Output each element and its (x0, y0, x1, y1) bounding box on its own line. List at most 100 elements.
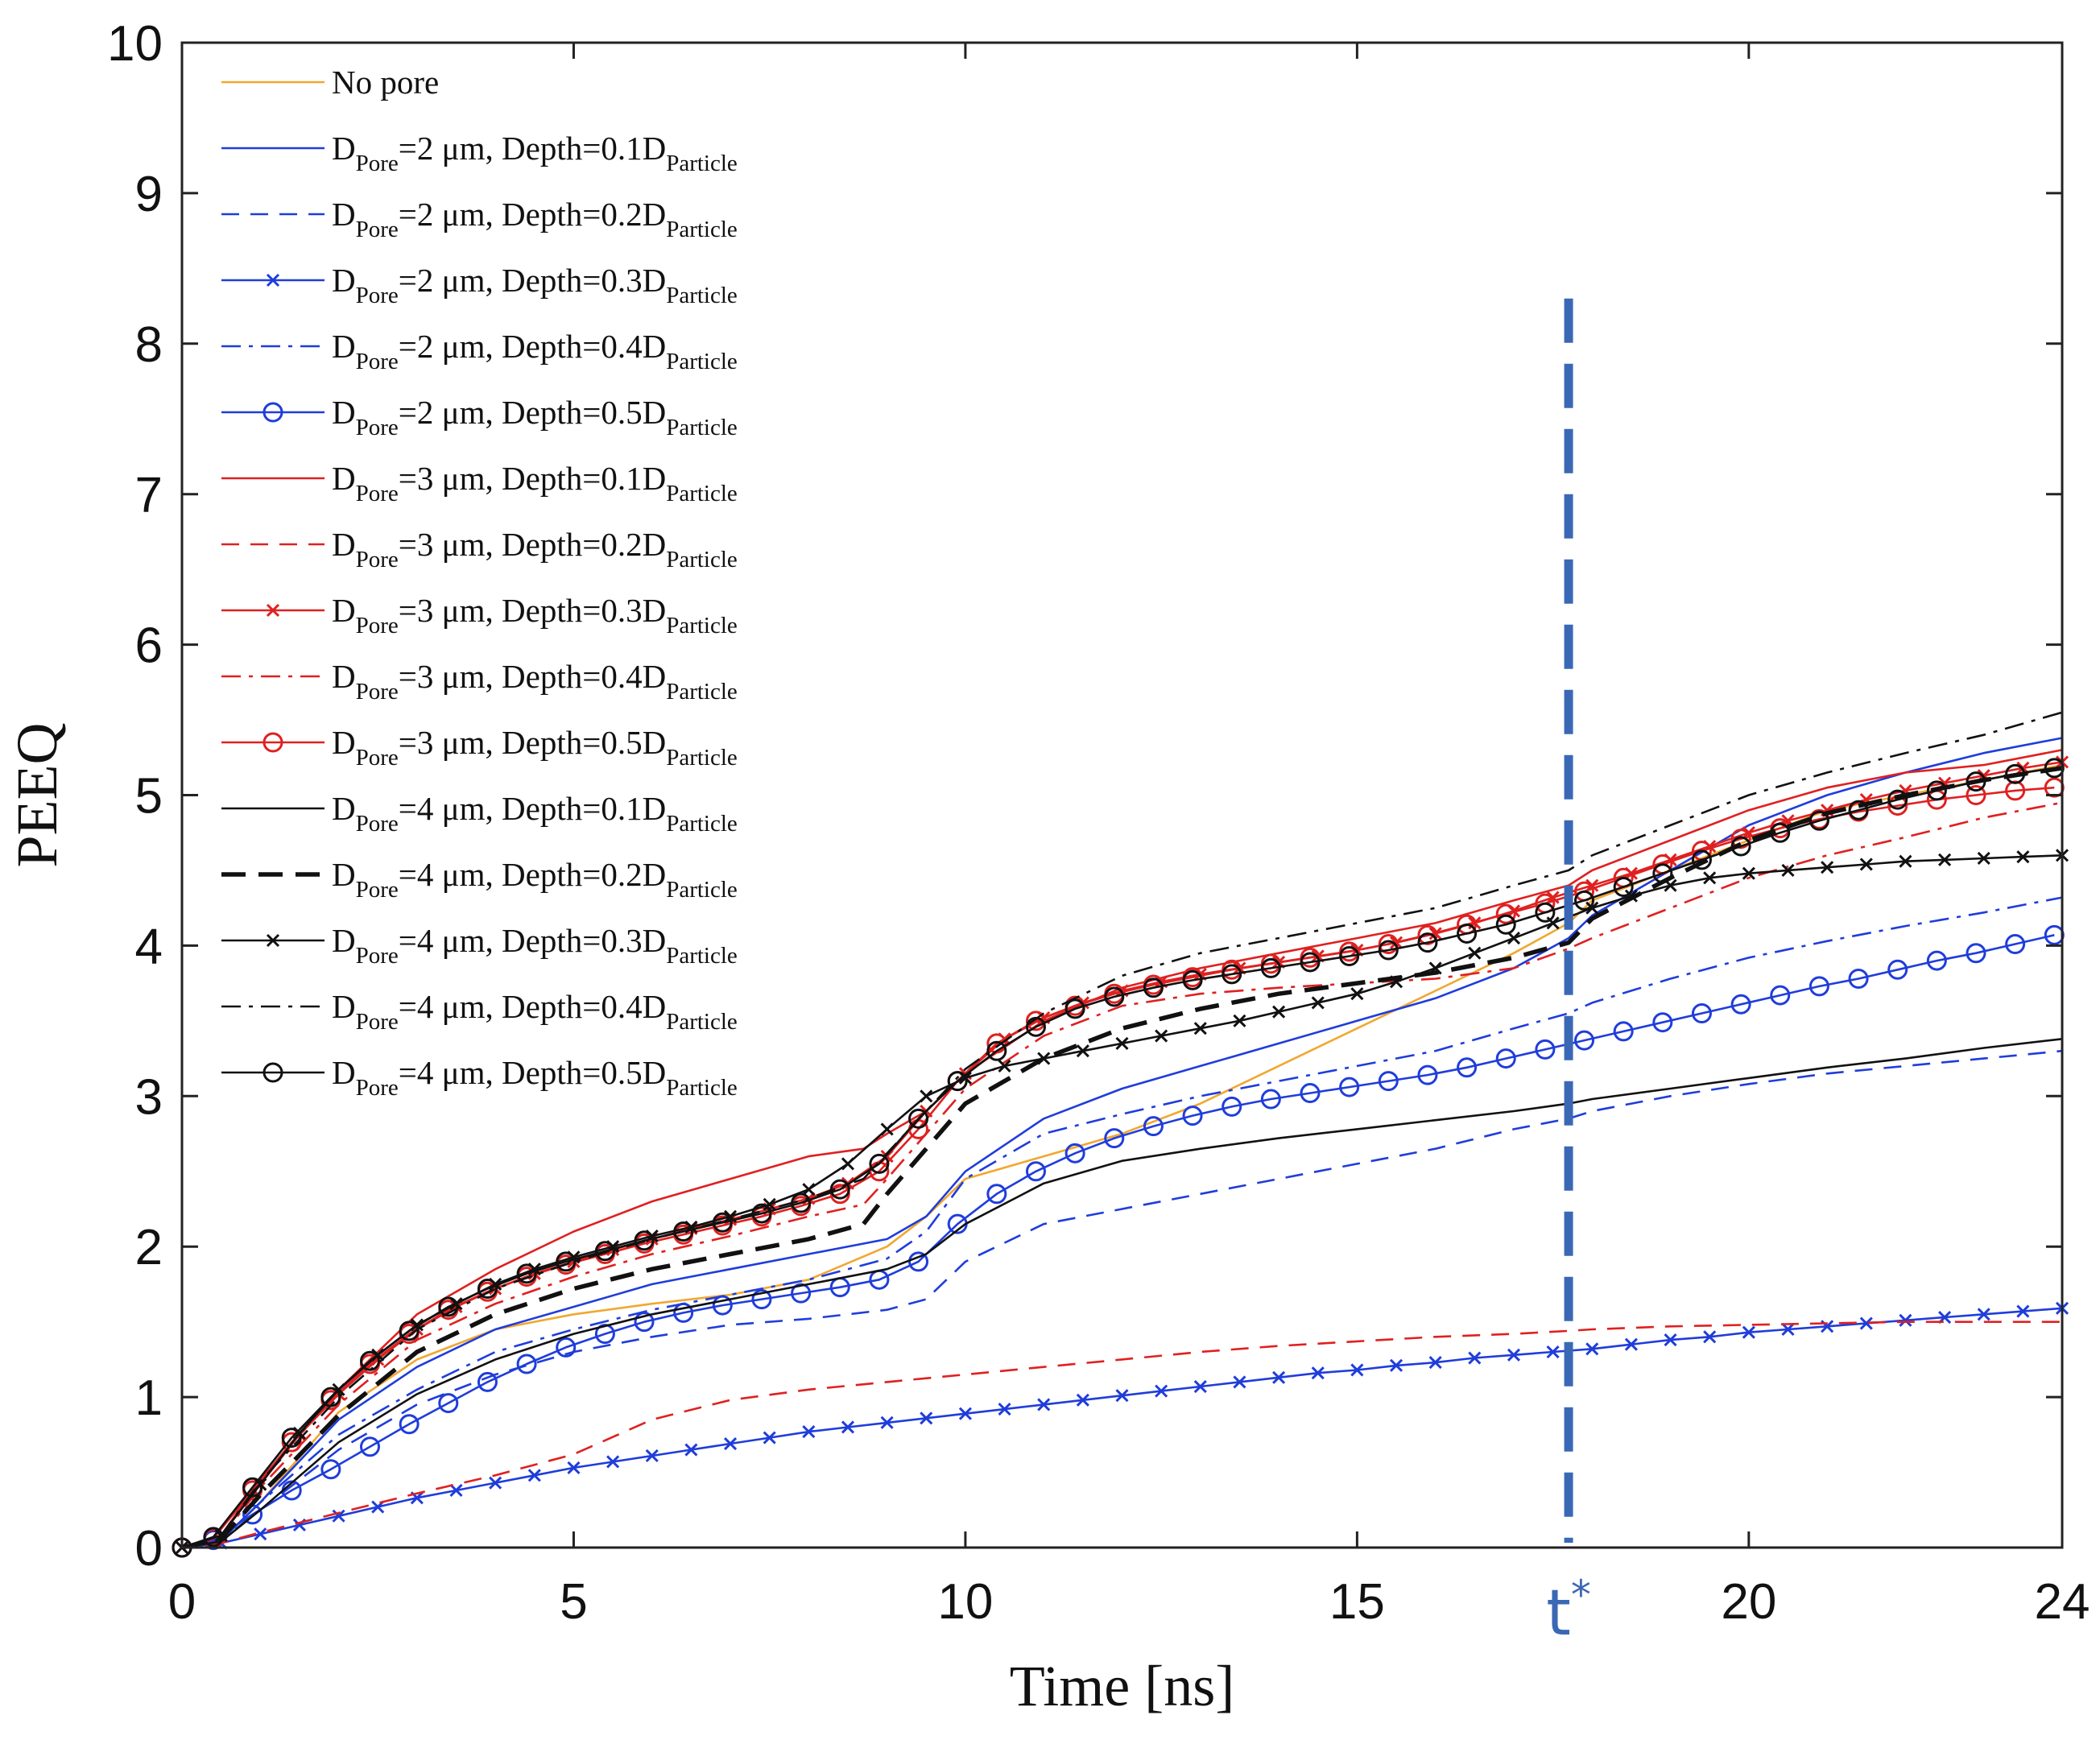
legend-label-legend-main: D (332, 988, 356, 1025)
legend-label-legend-main: D (332, 328, 356, 365)
series-line (181, 934, 2055, 1549)
series-point (1260, 957, 1281, 978)
series-point (791, 1283, 812, 1304)
series-point (1339, 945, 1360, 966)
series-point (986, 1033, 1007, 1054)
series-point (1624, 889, 1638, 903)
series-point (1182, 1106, 1203, 1126)
series-point (920, 1411, 933, 1425)
series-point (1378, 940, 1399, 961)
series-point (1350, 987, 1364, 1001)
legend-label-legend-main: D (332, 262, 356, 299)
reference-line-label: t* (1546, 1572, 1591, 1650)
series-point (320, 1387, 341, 1407)
y-axis-title: PEEQ (5, 723, 69, 868)
series-12 (181, 766, 2063, 1550)
legend-label: DPore=3 μm, Depth=0.4DParticle (332, 658, 738, 705)
legend-label-legend-main: D (332, 658, 356, 695)
series-point (360, 1350, 380, 1371)
legend-label-legend-sub1: Pore (356, 1075, 399, 1101)
series-point (1574, 1030, 1595, 1051)
legend-label: DPore=4 μm, Depth=0.1DParticle (332, 790, 738, 837)
series-point (556, 1337, 577, 1358)
legend-swatch-marker (262, 1062, 283, 1083)
series-point (1730, 994, 1751, 1015)
series-line (181, 801, 2063, 1549)
series-11 (181, 1038, 2063, 1549)
legend-swatch-marker (262, 402, 283, 423)
series-point (1155, 1029, 1168, 1043)
y-tick-label: 5 (135, 769, 163, 825)
series-point (1076, 1044, 1089, 1058)
reference-label-sup: * (1571, 1572, 1591, 1618)
series-point (2005, 934, 2026, 955)
legend-label-legend-sub2: Particle (666, 679, 738, 705)
series-line (181, 1320, 2062, 1549)
y-tick-label: 4 (135, 919, 163, 974)
series-line (181, 1038, 2063, 1549)
series-point (1468, 946, 1482, 960)
legend-label: No pore (332, 64, 439, 101)
legend-label: DPore=4 μm, Depth=0.3DParticle (332, 922, 738, 969)
series-point (399, 1414, 420, 1435)
series-5 (172, 924, 2065, 1558)
x-tick-label: 0 (168, 1574, 196, 1630)
series-point (1848, 800, 1869, 820)
series-point (1691, 849, 1712, 870)
series-point (438, 1296, 459, 1317)
legend-label-legend-mid: =4 μm, Depth=0.2D (399, 856, 666, 893)
series-point (1652, 1012, 1673, 1033)
series-point (2016, 1304, 2030, 1318)
legend-entry-11: DPore=4 μm, Depth=0.1DParticle (221, 790, 738, 837)
series-point (567, 1461, 581, 1475)
y-tick-label: 3 (135, 1069, 163, 1125)
series-point (802, 1183, 816, 1197)
series-point (1770, 822, 1791, 843)
series-line (181, 896, 2063, 1549)
legend-label-legend-sub2: Particle (666, 217, 738, 242)
y-tick-label: 0 (135, 1521, 163, 1577)
legend-entry-1: DPore=2 μm, Depth=0.1DParticle (221, 130, 738, 176)
series-point (1937, 853, 1952, 866)
series-point (791, 1192, 812, 1213)
legend-label: DPore=2 μm, Depth=0.3DParticle (332, 262, 738, 308)
series-point (1115, 1036, 1129, 1050)
series-15 (172, 758, 2065, 1558)
series-point (908, 1108, 929, 1129)
legend-entry-7: DPore=3 μm, Depth=0.2DParticle (221, 526, 738, 572)
series-point (1389, 1358, 1403, 1372)
x-axis-title: Time [ns] (1010, 1654, 1234, 1718)
series-point (1143, 1116, 1164, 1137)
legend-entry-9: DPore=3 μm, Depth=0.4DParticle (221, 658, 738, 705)
series-point (841, 1420, 855, 1434)
legend-label-legend-main: D (332, 592, 356, 629)
series-4 (181, 896, 2063, 1549)
legend-entry-4: DPore=2 μm, Depth=0.4DParticle (221, 328, 738, 374)
series-point (1468, 1351, 1482, 1365)
series-point (1535, 1039, 1556, 1060)
series-point (1652, 863, 1673, 884)
legend-label-legend-main: D (332, 130, 356, 167)
legend-entry-15: DPore=4 μm, Depth=0.5DParticle (221, 1054, 738, 1101)
series-point (986, 1184, 1007, 1205)
series-point (1821, 861, 1834, 874)
series-point (399, 1320, 420, 1341)
legend-swatch-marker (266, 603, 280, 618)
legend-entry-14: DPore=4 μm, Depth=0.4DParticle (221, 988, 738, 1035)
series-7 (181, 1320, 2062, 1549)
legend-label: DPore=2 μm, Depth=0.1DParticle (332, 130, 738, 176)
x-tick-label: 5 (560, 1574, 587, 1630)
legend-label-legend-sub1: Pore (356, 943, 399, 969)
legend-label-legend-mid: =3 μm, Depth=0.5D (399, 724, 666, 761)
series-point (1899, 854, 1912, 868)
legend-label-legend-sub1: Pore (356, 613, 399, 639)
series-point (320, 1459, 341, 1480)
legend-label: DPore=3 μm, Depth=0.3DParticle (332, 592, 738, 639)
x-tick-label: 15 (1329, 1574, 1385, 1630)
series-14 (181, 711, 2063, 1549)
series-point (203, 1527, 224, 1548)
series-point (1300, 952, 1321, 973)
series-point (1025, 1016, 1046, 1037)
legend-label-legend-mid: =4 μm, Depth=0.4D (399, 988, 666, 1025)
